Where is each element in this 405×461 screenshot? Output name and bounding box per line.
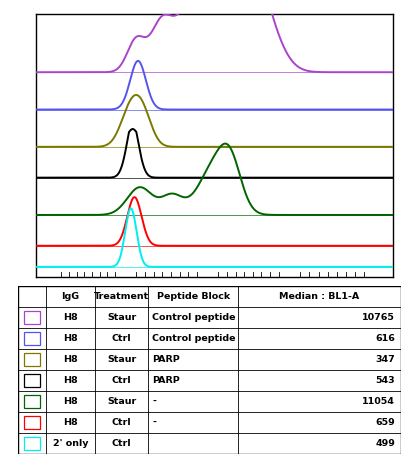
Text: -: - [152,418,156,427]
Text: Ctrl: Ctrl [112,439,131,448]
Text: Control peptide: Control peptide [152,313,236,322]
Bar [24,374,40,387]
Text: Staur: Staur [107,397,136,406]
Text: 2' only: 2' only [53,439,88,448]
Text: IgG: IgG [61,292,79,301]
Text: Ctrl: Ctrl [112,376,131,385]
Text: Staur: Staur [107,355,136,364]
Bar [24,416,40,429]
Text: H8: H8 [63,334,78,343]
Text: Ctrl: Ctrl [112,418,131,427]
Text: Ctrl: Ctrl [112,334,131,343]
Text: H8: H8 [63,376,78,385]
Text: H8: H8 [63,313,78,322]
Text: 616: 616 [375,334,395,343]
Text: 347: 347 [375,355,395,364]
Text: Peptide Block: Peptide Block [157,292,230,301]
Text: Median : BL1-A: Median : BL1-A [279,292,360,301]
Text: Staur: Staur [107,313,136,322]
Text: 10765: 10765 [362,313,395,322]
Bar [24,332,40,345]
Text: H8: H8 [63,355,78,364]
Text: Treatment: Treatment [94,292,149,301]
Text: H8: H8 [63,418,78,427]
Text: 659: 659 [375,418,395,427]
Bar [24,437,40,450]
Text: H8: H8 [63,397,78,406]
Bar [24,311,40,324]
Bar [24,395,40,408]
Text: 499: 499 [375,439,395,448]
Text: 11054: 11054 [362,397,395,406]
Text: -: - [152,397,156,406]
Text: 543: 543 [375,376,395,385]
Text: PARP: PARP [152,355,180,364]
Text: Control peptide: Control peptide [152,334,236,343]
Text: PARP: PARP [152,376,180,385]
Bar [24,353,40,366]
